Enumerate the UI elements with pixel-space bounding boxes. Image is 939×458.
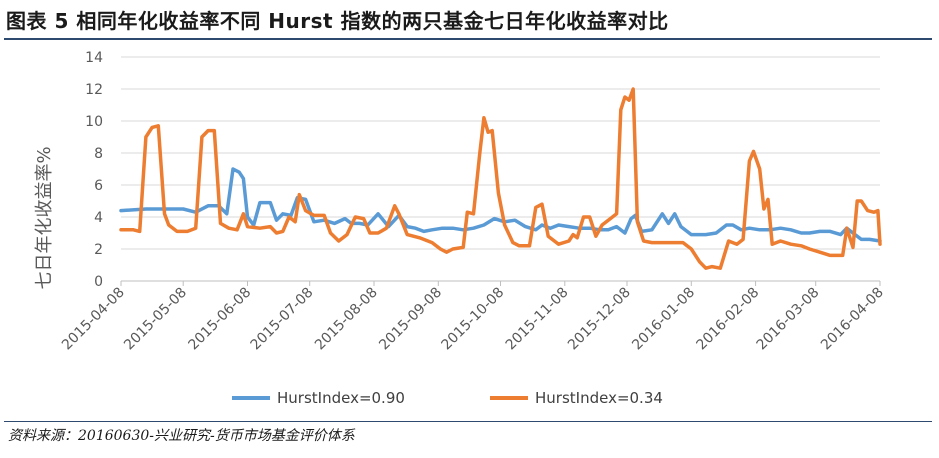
- footer-rule: [4, 421, 932, 422]
- x-tick-label: 2015-07-08: [248, 285, 317, 354]
- x-tick-label: 2015-06-08: [185, 285, 254, 354]
- y-tick-label: 4: [94, 210, 103, 226]
- x-tick-label: 2016-03-08: [754, 285, 823, 354]
- x-tick-label: 2015-04-08: [59, 285, 128, 354]
- y-tick-label: 14: [85, 50, 103, 66]
- y-tick-label: 0: [94, 274, 103, 290]
- x-tick-label: 2016-04-08: [818, 285, 887, 354]
- y-axis-ticks: 0 2 4 6 8 10 12 14: [85, 50, 103, 290]
- x-tick-label: 2016-02-08: [694, 285, 763, 354]
- legend-label-1: HurstIndex=0.90: [277, 389, 405, 407]
- series-line-1: [119, 167, 882, 243]
- y-tick-label: 8: [94, 146, 103, 162]
- x-axis-ticks: 2015-04-082015-05-082015-06-082015-07-08…: [59, 281, 887, 353]
- x-tick-label: 2015-12-08: [565, 285, 634, 354]
- y-axis-label: 七日年化收益率%: [34, 146, 55, 289]
- chart-area: 0 2 4 6 8 10 12 14 2015-04-08 2015-05-08 2015-06-…: [0, 40, 939, 420]
- y-tick-label: 2: [94, 242, 103, 258]
- y-tick-label: 12: [85, 82, 103, 98]
- x-tick-label: 2015-09-08: [376, 285, 445, 354]
- y-tick-label: 10: [85, 114, 103, 130]
- x-tick-label: 2016-01-08: [629, 285, 698, 354]
- title-rule: [4, 38, 932, 40]
- legend-label-2: HurstIndex=0.34: [535, 389, 663, 407]
- figure-title: 图表 5 相同年化收益率不同 Hurst 指数的两只基金七日年化收益率对比: [6, 6, 931, 36]
- x-tick-label: 2015-08-08: [312, 285, 381, 354]
- source-note: 资料来源：20160630-兴业研究-货币市场基金评价体系: [8, 428, 355, 444]
- x-tick-label: 2015-11-08: [503, 285, 572, 354]
- line-chart: 0 2 4 6 8 10 12 14 2015-04-082015-05-082015-06-…: [34, 50, 887, 407]
- series-lines: [119, 87, 882, 270]
- series-line-2: [119, 87, 882, 270]
- y-tick-label: 6: [94, 178, 103, 194]
- legend: HurstIndex=0.90 HurstIndex=0.34: [232, 389, 663, 407]
- x-tick-label: 2015-10-08: [438, 285, 507, 354]
- x-tick-label: 2015-05-08: [121, 285, 190, 354]
- figure-title-text: 图表 5 相同年化收益率不同 Hurst 指数的两只基金七日年化收益率对比: [6, 9, 669, 33]
